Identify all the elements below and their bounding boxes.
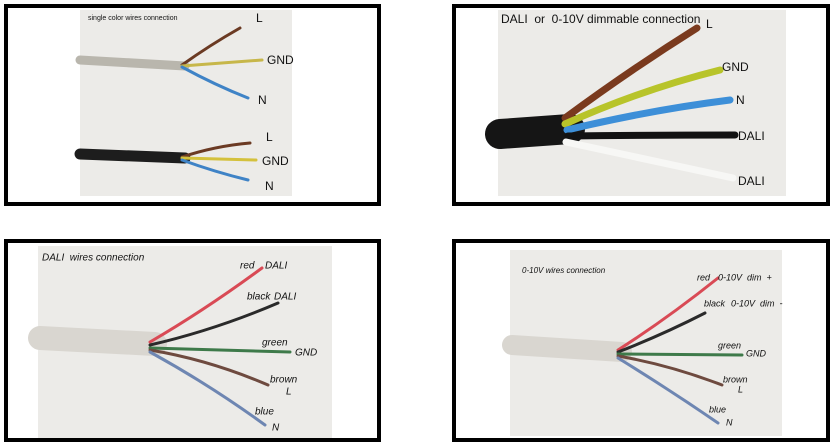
wire-label: L — [706, 17, 713, 31]
wire-label: GND — [722, 60, 749, 74]
wire — [148, 346, 292, 354]
wire-label: L — [286, 387, 292, 398]
wire — [562, 138, 737, 182]
wire — [561, 24, 701, 122]
wire — [180, 158, 250, 182]
panel-single-color: single color wires connection L GND N L … — [4, 4, 381, 206]
wire — [148, 266, 264, 344]
wire-color: blue — [255, 407, 274, 418]
cable — [502, 335, 632, 362]
wire-color: black — [704, 298, 726, 308]
wire-label: 0-10V dim + — [718, 272, 772, 282]
wire-color: brown — [723, 374, 748, 384]
wire — [616, 276, 720, 352]
wire-label: N — [265, 179, 274, 193]
wire-label: DALI — [274, 292, 296, 303]
wire-color: red — [240, 261, 255, 272]
wire — [563, 96, 734, 134]
wire — [148, 301, 280, 347]
wire — [616, 356, 720, 425]
cable — [74, 148, 191, 164]
wire-label: N — [736, 93, 745, 107]
wire-color: blue — [709, 404, 726, 414]
panel-title: single color wires connection — [88, 15, 178, 22]
panel-0-10v: 0-10V wires connection red 0-10V dim + b… — [452, 239, 830, 442]
wire-label: GND — [262, 154, 289, 168]
wire-label: L — [256, 11, 263, 25]
cable — [485, 114, 585, 149]
cable — [75, 55, 190, 71]
wire — [180, 58, 264, 68]
wire-label: 0-10V dim - — [731, 298, 783, 308]
wire-label: GND — [295, 348, 317, 359]
photo — [80, 10, 292, 196]
wire — [561, 66, 724, 128]
wire — [616, 354, 724, 387]
wire — [148, 348, 270, 387]
panel-title: 0-10V wires connection — [522, 266, 606, 275]
wire-label: DALI — [265, 261, 287, 272]
wire-color: black — [247, 292, 271, 303]
wire — [180, 141, 252, 159]
wire-label: DALI — [738, 129, 765, 143]
wire-label: N — [726, 417, 733, 427]
wire — [180, 65, 250, 100]
wire-color: green — [718, 340, 741, 350]
wire — [180, 156, 258, 162]
wire — [616, 352, 744, 357]
panel-title: DALI wires connection — [42, 253, 145, 264]
panel-dimmable: DALI or 0-10V dimmable connection L GND … — [452, 4, 830, 206]
wire-label: GND — [267, 53, 294, 67]
wire-color: red — [697, 272, 711, 282]
wire-label: N — [272, 423, 280, 434]
photo — [498, 10, 786, 196]
wire-label: L — [738, 384, 743, 394]
wire-label: L — [266, 130, 273, 144]
cable — [28, 326, 167, 356]
wire — [616, 311, 707, 354]
wire-color: green — [262, 338, 288, 349]
wire-label: GND — [746, 348, 767, 358]
wire — [148, 350, 267, 427]
wire-label: N — [258, 93, 267, 107]
panel-title: DALI or 0-10V dimmable connection — [501, 12, 700, 26]
wire — [564, 131, 739, 140]
wire — [180, 26, 242, 67]
wire-label: DALI — [738, 174, 765, 188]
panel-dali: DALI wires connection red DALI black DAL… — [4, 239, 381, 442]
wire-color: brown — [270, 375, 298, 386]
